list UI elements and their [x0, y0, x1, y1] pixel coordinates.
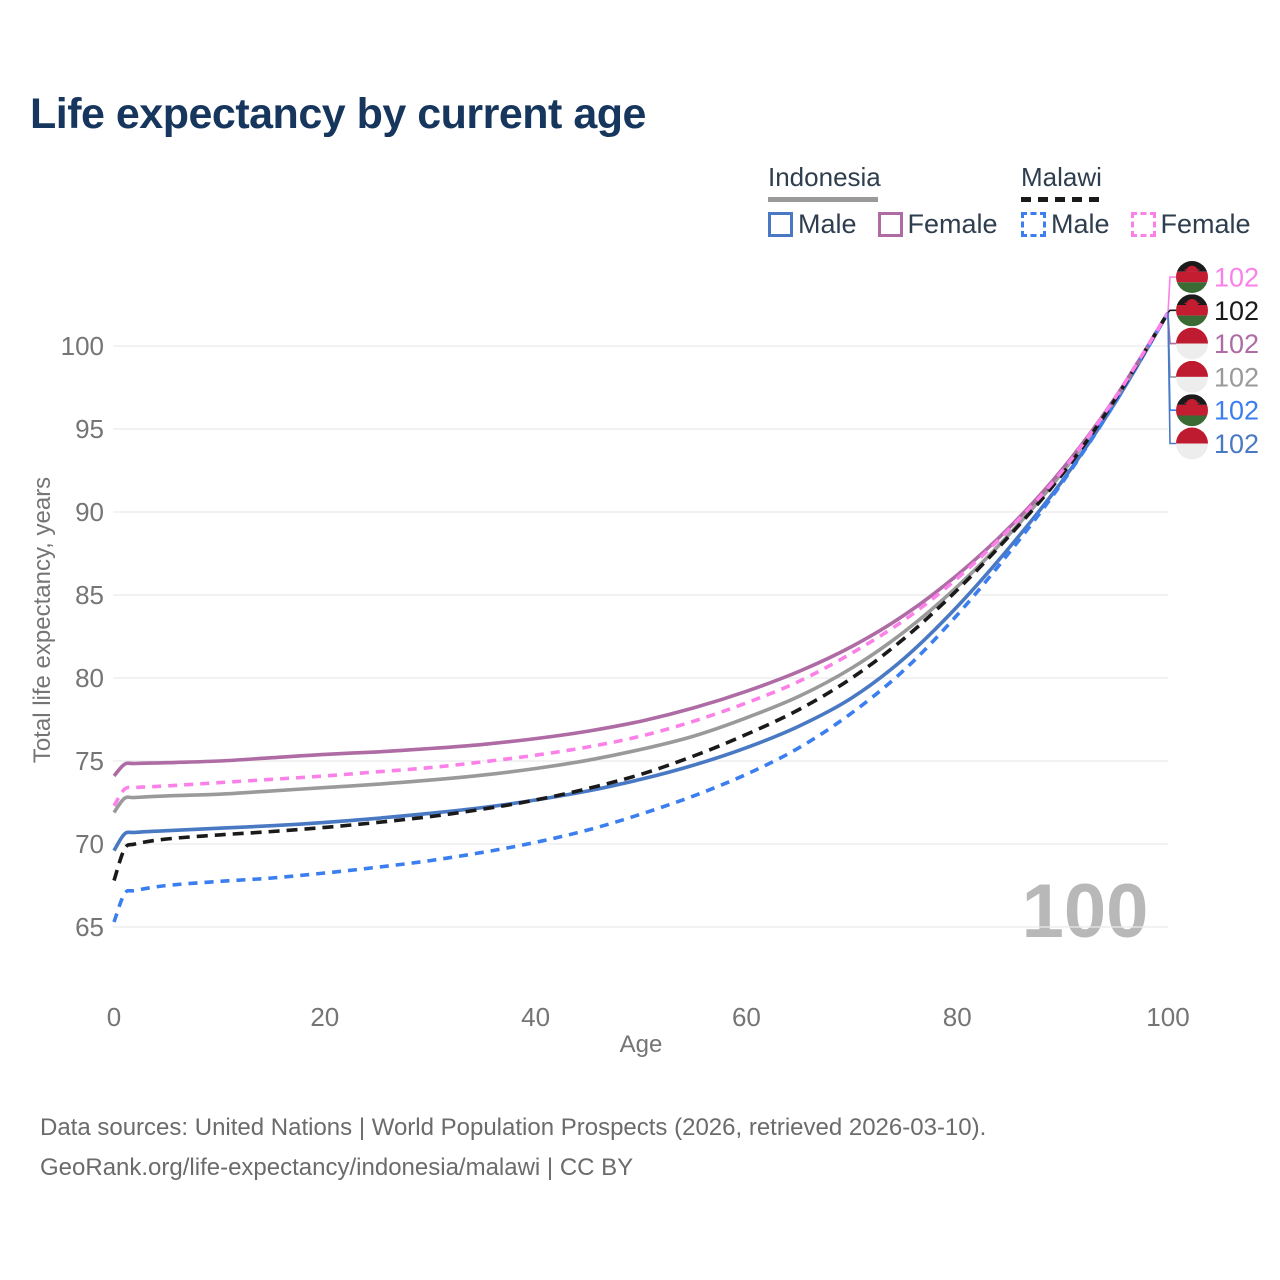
malawi-male-swatch-icon — [1021, 212, 1046, 237]
legend-group-indonesia: Indonesia Male Female — [768, 162, 1019, 240]
footer-data-sources: Data sources: United Nations | World Pop… — [40, 1114, 987, 1141]
end-value-label-indonesia-both: 102 — [1214, 362, 1259, 392]
legend-item-indonesia-male[interactable]: Male — [768, 209, 857, 240]
series-lines — [112, 311, 1170, 923]
page-title: Life expectancy by current age — [30, 90, 646, 138]
indonesia-solid-line-swatch — [768, 197, 878, 202]
indonesia-flag-icon — [1176, 427, 1208, 460]
end-value-label-malawi-male: 102 — [1214, 396, 1259, 426]
legend-item-malawi-male[interactable]: Male — [1021, 209, 1110, 240]
legend-item-indonesia-female[interactable]: Female — [877, 209, 998, 240]
x-tick-0: 0 — [107, 1002, 121, 1032]
indonesia-female-swatch-icon — [877, 212, 903, 237]
legend-country-indonesia[interactable]: Indonesia — [768, 162, 881, 192]
indonesia-flag-icon — [1176, 360, 1208, 393]
end-value-label-indonesia-male: 102 — [1214, 429, 1259, 459]
malawi-dashed-line-swatch — [1021, 197, 1105, 202]
legend-country-malawi[interactable]: Malawi — [1021, 162, 1102, 192]
y-tick-90: 90 — [75, 497, 104, 527]
x-tick-60: 60 — [732, 1002, 761, 1032]
indonesia-male-swatch-icon — [768, 212, 793, 237]
y-tick-80: 80 — [75, 663, 104, 693]
y-tick-70: 70 — [75, 829, 104, 859]
series-line-malawi-female — [112, 311, 1170, 807]
axis-ticks: 65 70 75 80 85 90 95 100 0 20 40 60 80 100 — [61, 331, 1190, 1032]
hover-age-watermark: 100 — [1022, 869, 1149, 954]
y-tick-100: 100 — [61, 331, 104, 361]
leader-line-malawi-both — [1167, 309, 1176, 314]
series-line-malawi-male — [112, 311, 1170, 923]
series-line-indonesia-male — [112, 311, 1170, 852]
series-line-indonesia-both — [112, 311, 1170, 814]
end-value-label-indonesia-female: 102 — [1214, 329, 1259, 359]
x-axis-title: Age — [620, 1031, 663, 1058]
x-tick-80: 80 — [943, 1002, 972, 1032]
malawi-female-swatch-icon — [1130, 212, 1156, 237]
malawi-flag-icon — [1176, 294, 1208, 327]
y-tick-85: 85 — [75, 580, 104, 610]
x-tick-20: 20 — [310, 1002, 339, 1032]
x-tick-100: 100 — [1146, 1002, 1189, 1032]
series-line-indonesia-female — [112, 311, 1170, 778]
footer: Data sources: United Nations | World Pop… — [40, 1108, 986, 1188]
malawi-flag-icon — [1176, 261, 1208, 293]
x-tick-40: 40 — [521, 1002, 550, 1032]
malawi-flag-icon — [1176, 394, 1208, 427]
y-tick-75: 75 — [75, 746, 104, 776]
y-tick-95: 95 — [75, 414, 104, 444]
series-line-malawi-both — [112, 311, 1170, 882]
indonesia-flag-icon — [1176, 327, 1208, 360]
end-value-label-malawi-female: 102 — [1214, 263, 1259, 293]
end-value-label-malawi-both: 102 — [1214, 296, 1259, 326]
leader-line-malawi-female — [1167, 276, 1176, 313]
footer-attribution-link[interactable]: GeoRank.org/life-expectancy/indonesia/ma… — [40, 1154, 634, 1181]
y-tick-65: 65 — [75, 912, 104, 942]
y-axis-title: Total life expectancy, years — [29, 477, 56, 763]
legend-group-malawi: Malawi Male Female — [1021, 162, 1272, 240]
gridlines — [113, 345, 1168, 928]
leader-line-indonesia-male — [1167, 312, 1176, 445]
legend-item-malawi-female[interactable]: Female — [1130, 209, 1251, 240]
